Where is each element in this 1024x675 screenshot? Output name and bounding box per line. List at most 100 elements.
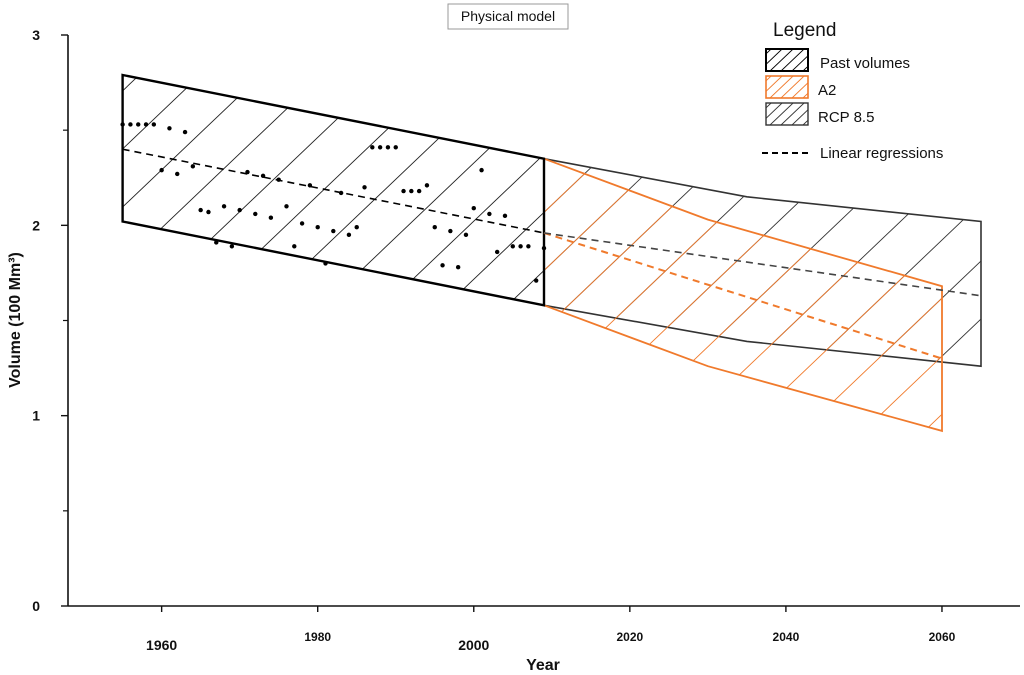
legend-hatch-line — [737, 103, 760, 125]
legend-hatch-line — [780, 76, 805, 98]
hatch-line — [544, 158, 981, 367]
hatch-line — [763, 158, 942, 431]
hatch-line — [0, 0, 401, 675]
legend-label-a2: A2 — [818, 82, 836, 99]
data-point — [393, 145, 398, 150]
hatch-line — [947, 0, 1024, 675]
data-point — [510, 244, 515, 249]
hatch-line — [458, 75, 544, 306]
data-point — [307, 183, 313, 188]
data-point — [377, 145, 383, 150]
legend-swatch-rcp — [726, 102, 809, 126]
hatch-line — [580, 158, 942, 431]
legend-swatch-box — [765, 75, 809, 99]
legend-hatch-line — [769, 49, 794, 71]
data-point — [237, 207, 242, 213]
hatch-line — [1008, 0, 1024, 675]
legend-hatch-line — [802, 119, 808, 125]
x-axis: 1960 1980 2000 2020 2040 2060 — [68, 605, 1020, 653]
regression-rcp — [543, 232, 982, 297]
legend-hatch-line — [766, 103, 783, 119]
hatch-line — [122, 75, 463, 306]
x-tick-label: 1960 — [146, 637, 177, 653]
data-point — [175, 171, 180, 177]
data-point — [323, 261, 328, 266]
data-point — [494, 249, 500, 255]
y-tick-label: 2 — [32, 217, 40, 233]
data-point — [401, 188, 406, 194]
data-point — [315, 225, 320, 230]
hatch-line — [947, 0, 1024, 675]
legend-hatch-line — [766, 49, 772, 55]
hatch-line — [0, 0, 401, 675]
legend-swatch-past — [737, 48, 809, 72]
data-point — [221, 204, 227, 209]
hatch-line — [703, 0, 1024, 675]
legend-hatch-line — [726, 103, 749, 125]
chart-title-box — [447, 3, 569, 30]
y-tick-label: 1 — [32, 408, 40, 424]
hatch-line — [824, 158, 942, 431]
data-point — [526, 244, 531, 249]
y-tick-label: 0 — [32, 598, 40, 614]
legend-label-rcp: RCP 8.5 — [818, 109, 874, 126]
hatch-line — [336, 75, 544, 306]
legend-label-past: Past volumes — [820, 55, 910, 72]
hatch-line — [122, 75, 219, 306]
hatch-line — [885, 158, 942, 431]
data-point — [229, 244, 235, 249]
hatch-line — [824, 158, 981, 367]
data-point — [292, 244, 297, 249]
hatch-line — [544, 158, 707, 367]
hatch-line — [0, 0, 340, 675]
legend-hatch-line — [737, 76, 760, 98]
legend-hatch-line — [766, 103, 772, 109]
data-point — [409, 188, 414, 194]
data-point — [268, 215, 274, 220]
legend-hatch-line — [780, 49, 805, 71]
legend-hatch-line — [780, 103, 805, 125]
x-tick-label: 1980 — [304, 630, 331, 644]
hatch-line — [544, 158, 646, 367]
data-point — [541, 245, 547, 251]
hatch-line — [764, 0, 1024, 675]
hatch-line — [122, 75, 341, 306]
data-point — [159, 167, 164, 173]
legend-hatch-line — [791, 55, 808, 71]
data-point — [463, 232, 469, 238]
data-point — [214, 240, 219, 245]
legend-label-regressions: Linear regressions — [820, 145, 943, 162]
hatch-line — [122, 75, 402, 306]
hatch-line — [825, 0, 1024, 675]
legend-hatch-line — [737, 49, 760, 71]
data-point — [128, 122, 133, 127]
data-point — [518, 244, 523, 249]
legend-hatch-line — [802, 65, 808, 71]
hatch-line — [544, 158, 942, 431]
data-point — [151, 122, 157, 127]
hatch-line — [763, 158, 981, 367]
hatch-line — [544, 158, 585, 367]
regression-a2 — [543, 231, 943, 360]
data-point — [502, 213, 508, 219]
hatch-line — [544, 158, 942, 431]
observed-points — [120, 122, 547, 283]
hatch-line — [0, 0, 340, 675]
data-point — [253, 211, 258, 217]
hatch-line — [544, 158, 981, 367]
band-rcp-outline — [543, 157, 982, 368]
hatch-line — [581, 0, 1024, 675]
data-point — [260, 173, 266, 179]
legend-hatch — [726, 103, 808, 125]
hatch-line — [397, 75, 544, 306]
data-point — [346, 232, 352, 238]
hatch-line — [946, 158, 981, 367]
data-point — [354, 225, 359, 230]
hatch-line — [122, 75, 544, 306]
hatch-line — [544, 158, 646, 431]
hatch-line — [0, 0, 279, 675]
hatch-line — [0, 0, 279, 675]
data-point — [471, 206, 476, 211]
hatch-line — [544, 158, 942, 431]
